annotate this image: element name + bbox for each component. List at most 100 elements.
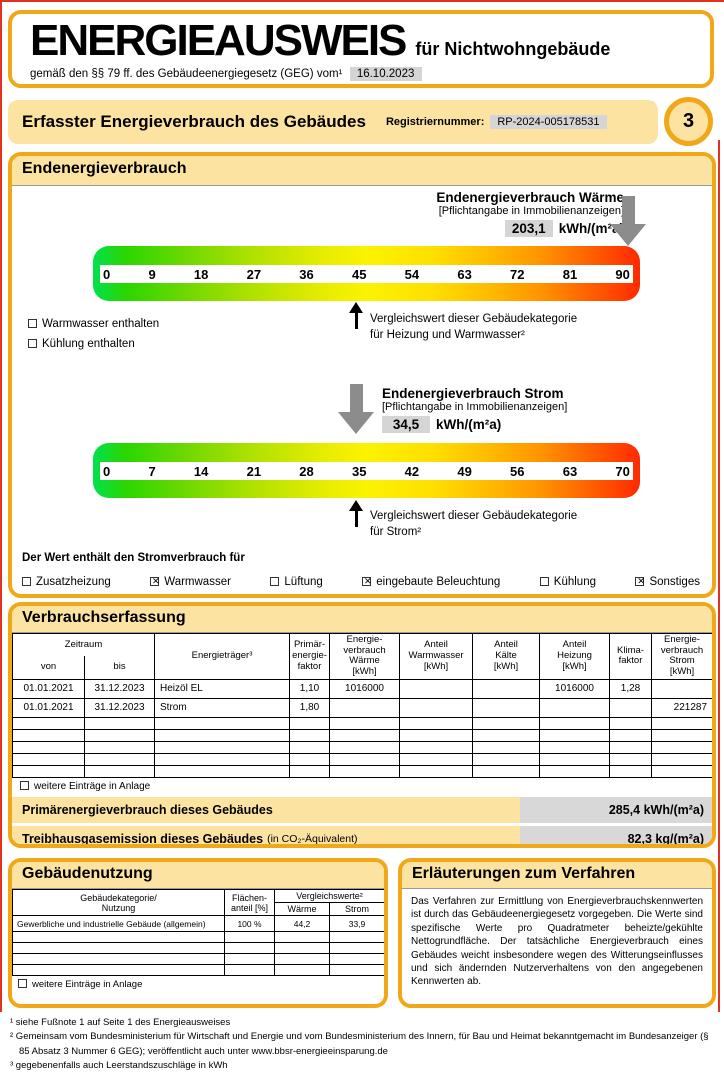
checkbox-item: Kühlung (539, 576, 596, 588)
strom-compare-text: Vergleichswert dieser Gebäudekategorie f… (370, 508, 577, 540)
cell: 01.01.2021 (12, 678, 85, 699)
table-row: Gewerbliche und industrielle Gebäude (al… (12, 915, 384, 933)
strom-value: 34,5 (382, 416, 430, 433)
col-header-anteil-kaelte: Anteil Kälte [kWh] (472, 633, 541, 680)
checkbox-item: eingebaute Beleuchtung (362, 576, 500, 588)
kuehlung-enthalten-checkbox[interactable] (28, 339, 37, 348)
strom-compare-up-arrow-icon (348, 500, 364, 527)
tick: 72 (510, 266, 525, 282)
tick: 36 (299, 266, 314, 282)
col-header-anteil-heizung: Anteil Heizung [kWh] (539, 633, 611, 680)
empty-table-row (12, 953, 384, 966)
waerme-note: [Pflichtangabe in Immobilienanzeigen] (438, 205, 624, 217)
more-entries-label: weitere Einträge in Anlage (32, 979, 143, 991)
issue-date: 16.10.2023 (349, 67, 422, 81)
section-erlaeuterungen: Erläuterungen zum Verfahren Das Verfahre… (398, 858, 716, 1008)
empty-table-row (12, 740, 712, 754)
strom-value-pointer-down-arrow-icon (338, 384, 374, 434)
section-endenergieverbrauch: Endenergieverbrauch Endenergieverbrauch … (8, 152, 716, 598)
building-usage-table: Gebäudekategorie/ Nutzung Flächen- antei… (12, 888, 384, 977)
strom-scale-ticks: 0 7 14 21 28 35 42 49 56 63 70 (100, 462, 633, 480)
waerme-value-pointer-down-arrow-icon (610, 196, 646, 246)
col-header-gebaeudekategorie: Gebäudekategorie/ Nutzung (12, 888, 225, 917)
tick: 21 (246, 463, 262, 479)
warmwasser-checkbox[interactable] (150, 577, 160, 586)
more-entries-row: weitere Einträge in Anlage (12, 976, 384, 993)
warmwasser-enthalten-checkbox[interactable] (28, 319, 37, 328)
empty-table-row (12, 964, 384, 977)
empty-table-row (12, 764, 712, 778)
checkbox-label: eingebaute Beleuchtung (376, 576, 501, 588)
beleuchtung-checkbox[interactable] (362, 577, 372, 586)
strom-includes-label: Der Wert enthält den Stromverbrauch für (22, 552, 245, 564)
col-header-anteil-warmwasser: Anteil Warmwasser [kWh] (399, 633, 474, 680)
strom-includes-checkboxes: Zusatzheizung Warmwasser Lüftung eingeba… (22, 576, 700, 588)
cell: 100 % (224, 915, 275, 933)
tick: 70 (615, 463, 630, 479)
tick: 45 (351, 266, 367, 282)
tick: 9 (148, 266, 156, 282)
tick: 18 (193, 266, 209, 282)
col-header-zeitraum: Zeitraum (12, 633, 156, 657)
compare-line: Vergleichswert dieser Gebäudekategorie (370, 510, 578, 522)
section-title: Gebäudenutzung (12, 862, 384, 889)
cell: 1,10 (289, 678, 331, 699)
registration-number-value: RP-2024-005178531 (490, 115, 607, 129)
ghg-emission-value: 82,3 kg/(m²a) (520, 825, 712, 844)
section-title: Erläuterungen zum Verfahren (402, 862, 712, 889)
waerme-compare-text: Vergleichswert dieser Gebäudekategorie f… (370, 311, 577, 343)
waerme-title: Endenergieverbrauch Wärme (436, 190, 624, 205)
compare-line: für Strom² (370, 526, 422, 538)
tick: 0 (103, 463, 111, 479)
registration-number-label: Registriernummer: (385, 116, 485, 128)
more-entries-checkbox[interactable] (20, 780, 29, 790)
tick: 28 (299, 463, 314, 479)
zusatzheizung-checkbox[interactable] (22, 577, 31, 586)
waerme-checkbox-group: Warmwasser enthalten Kühlung enthalten (28, 314, 159, 354)
waerme-compare-up-arrow-icon (348, 302, 364, 329)
consumption-table: Zeitraum Energieträger³ Primär- energie-… (12, 633, 712, 778)
empty-table-row (12, 752, 712, 766)
tick: 35 (351, 463, 367, 479)
banner-title: Erfasster Energieverbrauch des Gebäudes (22, 112, 366, 131)
more-entries-checkbox[interactable] (18, 979, 27, 989)
checkbox-label: Sonstiges (649, 576, 700, 588)
checkbox-label: Kühlung enthalten (42, 338, 135, 350)
cell: 221287 (651, 697, 712, 718)
section-verbrauchserfassung: Verbrauchserfassung Zeitraum Energieträg… (8, 602, 716, 848)
ghg-emission-row: Treibhausgasemission dieses Gebäudes (in … (12, 825, 712, 846)
ghg-emission-label: Treibhausgasemission dieses Gebäudes (22, 831, 264, 846)
cell: 1,28 (609, 678, 653, 699)
cell: 1016000 (329, 678, 401, 699)
page-frame-left (0, 0, 2, 1012)
cell: Heizöl EL (154, 678, 291, 699)
cell: Gewerbliche und industrielle Gebäude (al… (12, 915, 225, 933)
primary-energy-value: 285,4 kWh/(m²a) (520, 796, 712, 823)
cell (651, 678, 712, 699)
tick: 63 (457, 266, 472, 282)
document-title-suffix: für Nichtwohngebäude (415, 39, 611, 59)
cell: 1016000 (539, 678, 611, 699)
tick: 63 (562, 463, 578, 479)
checkbox-item: Sonstiges (635, 576, 700, 588)
footnote-2: ² Gemeinsam vom Bundesministerium für Wi… (10, 1031, 709, 1057)
sonstiges-checkbox[interactable] (635, 577, 645, 586)
cell (329, 697, 401, 718)
page-frame-right (718, 140, 720, 1012)
cell (472, 678, 541, 699)
kuehlung-checkbox[interactable] (539, 577, 549, 586)
section-banner: Erfasster Energieverbrauch des Gebäudes … (8, 100, 658, 144)
empty-table-row (12, 931, 384, 944)
col-header-bis: bis (83, 655, 156, 680)
strom-title: Endenergieverbrauch Strom (382, 386, 564, 401)
footnotes: ¹ siehe Fußnote 1 auf Seite 1 des Energi… (10, 1016, 716, 1073)
cell: 44,2 (274, 915, 330, 933)
cell: 31.12.2023 (83, 697, 156, 718)
lueftung-checkbox[interactable] (270, 577, 280, 586)
explanation-text: Das Verfahren zur Ermittlung von Energie… (411, 896, 703, 988)
legal-reference: gemäß den §§ 79 ff. des Gebäudeenergiege… (30, 68, 343, 80)
waerme-color-scale: 0 9 18 27 36 45 54 63 72 81 90 (93, 246, 640, 301)
cell (609, 697, 653, 718)
strom-value-block: Endenergieverbrauch Strom [Pflichtangabe… (382, 386, 567, 433)
primary-energy-label: Primärenergieverbrauch dieses Gebäudes (22, 802, 273, 817)
